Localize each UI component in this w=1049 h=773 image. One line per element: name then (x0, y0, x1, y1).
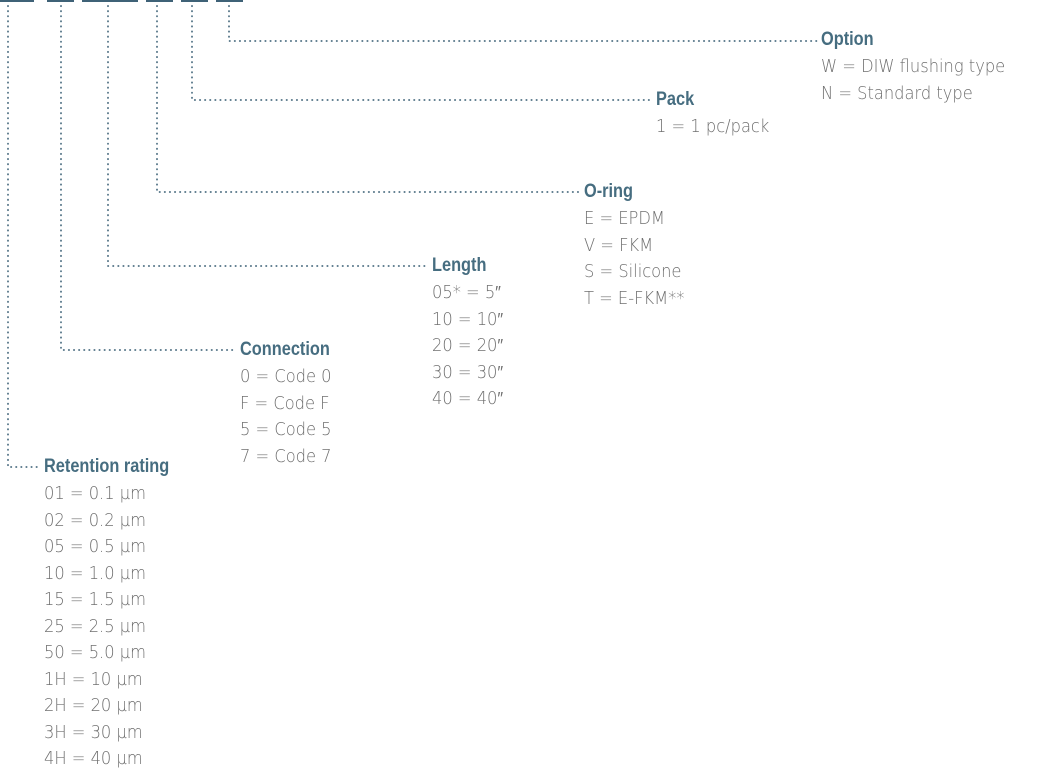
pack-group: Pack 1 = 1 pc/pack (656, 90, 778, 141)
length-item: 30 = 30″ (432, 362, 504, 383)
leader-line-retention (7, 5, 41, 468)
oring-list: E = EPDM V = FKM S = Silicone T = E-FKM*… (584, 206, 692, 312)
pack-heading: Pack (656, 89, 695, 110)
leader-line-oring (156, 5, 581, 193)
length-heading: Length (432, 255, 487, 276)
retention-item: 10 = 1.0 µm (44, 563, 146, 584)
retention-item: 02 = 0.2 µm (44, 510, 146, 531)
option-list: W = DIW flushing type N = Standard type (821, 54, 1019, 107)
retention-item: 01 = 0.1 µm (44, 484, 146, 504)
length-list: 05* = 5″ 10 = 10″ 20 = 20″ 30 = 30″ 40 =… (432, 280, 509, 413)
option-group: Option W = DIW flushing type N = Standar… (821, 30, 1019, 107)
length-item: 20 = 20″ (432, 336, 504, 356)
leader-line-pack (191, 5, 653, 101)
leader-line-connection (60, 5, 237, 351)
retention-item: 1H = 10 µm (44, 669, 143, 690)
connection-item: 7 = Code 7 (240, 446, 332, 467)
retention-list: 01 = 0.1 µm 02 = 0.2 µm 05 = 0.5 µm 10 =… (44, 481, 190, 773)
retention-heading: Retention rating (44, 456, 170, 477)
length-item: 10 = 10″ (432, 309, 504, 330)
connection-item: 0 = Code 0 (240, 367, 332, 387)
retention-group: Retention rating 01 = 0.1 µm 02 = 0.2 µm… (44, 457, 190, 773)
leader-line-option (228, 5, 818, 42)
retention-item: 50 = 5.0 µm (44, 643, 146, 663)
retention-item: 05 = 0.5 µm (44, 537, 146, 557)
connection-item: 5 = Code 5 (240, 420, 332, 440)
retention-item: 4H = 40 µm (44, 749, 143, 769)
oring-item: T = E-FKM** (584, 288, 685, 309)
leader-line-length (107, 5, 429, 267)
length-item: 05* = 5″ (432, 283, 501, 303)
option-heading: Option (821, 29, 874, 50)
connection-list: 0 = Code 0 F = Code F 5 = Code 5 7 = Cod… (240, 364, 345, 470)
oring-heading: O-ring (584, 181, 634, 202)
connection-heading: Connection (240, 339, 330, 360)
length-item: 40 = 40″ (432, 389, 504, 409)
oring-item: E = EPDM (584, 209, 665, 229)
retention-item: 15 = 1.5 µm (44, 590, 146, 610)
length-group: Length 05* = 5″ 10 = 10″ 20 = 20″ 30 = 3… (432, 256, 509, 413)
retention-item: 3H = 30 µm (44, 722, 143, 743)
pack-item: 1 = 1 pc/pack (656, 117, 770, 137)
connection-item: F = Code F (240, 393, 330, 414)
option-item: N = Standard type (821, 83, 973, 104)
pack-list: 1 = 1 pc/pack (656, 114, 778, 141)
retention-item: 25 = 2.5 µm (44, 616, 146, 637)
connection-group: Connection 0 = Code 0 F = Code F 5 = Cod… (240, 340, 345, 470)
oring-item: S = Silicone (584, 262, 682, 282)
oring-group: O-ring E = EPDM V = FKM S = Silicone T =… (584, 182, 692, 312)
oring-item: V = FKM (584, 235, 654, 256)
retention-item: 2H = 20 µm (44, 696, 143, 716)
option-item: W = DIW flushing type (821, 57, 1006, 77)
